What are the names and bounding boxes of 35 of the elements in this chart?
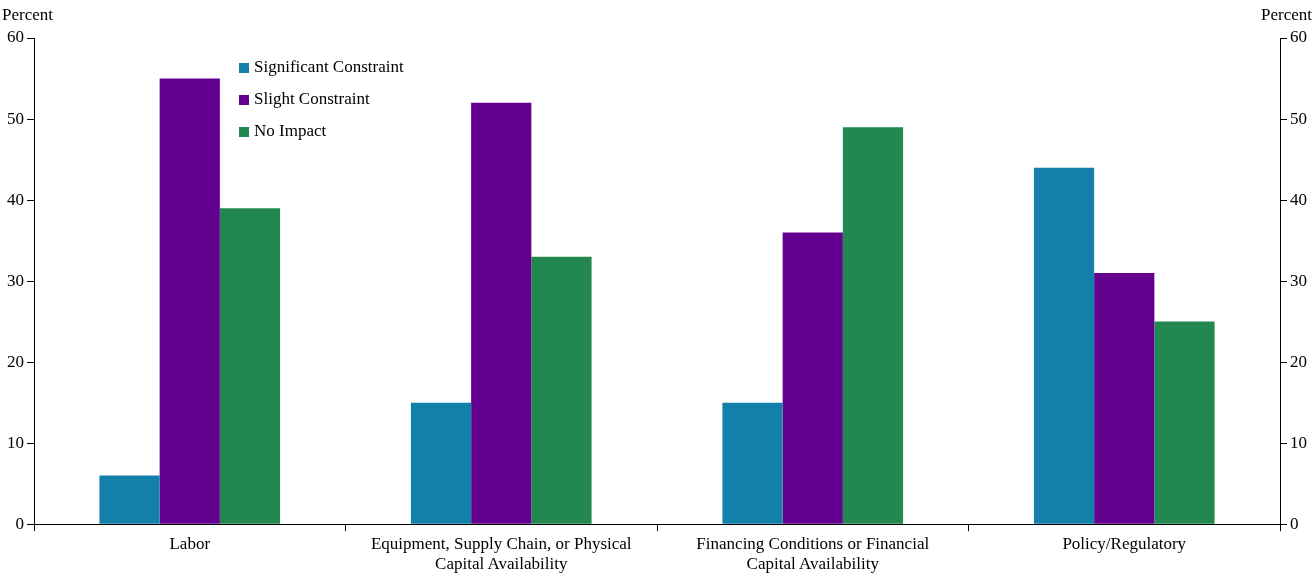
bar <box>99 475 160 524</box>
x-tick-label: Policy/Regulatory <box>1062 533 1187 553</box>
bar <box>471 102 532 524</box>
y2-tick-label: 20 <box>1290 351 1307 371</box>
bar <box>722 402 783 524</box>
y2-tick-label: 50 <box>1290 108 1307 128</box>
bar <box>842 127 904 524</box>
y-tick-label: 40 <box>7 189 24 209</box>
y-tick-label: 20 <box>7 351 24 371</box>
y2-tick-label: 40 <box>1290 189 1307 209</box>
bar <box>219 208 281 524</box>
y-tick-label: 50 <box>7 108 24 128</box>
bar <box>1154 321 1215 524</box>
y-tick-label: 30 <box>7 270 24 290</box>
y2-tick-label: 30 <box>1290 270 1307 290</box>
y-tick-label: 60 <box>7 27 24 47</box>
x-tick-label: Financing Conditions or Financial Capital Availability <box>696 533 930 574</box>
bar <box>1094 273 1155 524</box>
legend-label: Slight Constraint <box>254 89 370 109</box>
x-tick-label: Labor <box>169 533 211 553</box>
y2-tick-label: 60 <box>1290 27 1307 47</box>
bar <box>1033 167 1095 524</box>
y-tick-label: 0 <box>15 513 24 533</box>
y2-tick-label: 0 <box>1290 513 1299 533</box>
legend-label: No Impact <box>254 121 327 141</box>
bar <box>410 402 472 524</box>
bar <box>159 78 220 524</box>
y-axis-title: Percent <box>2 4 54 24</box>
x-tick-label: Equipment, Supply Chain, or Physical Capital Availability <box>370 533 632 574</box>
bar <box>531 256 592 524</box>
y2-tick-label: 10 <box>1290 432 1307 452</box>
y2-axis-title: Percent <box>1261 4 1313 24</box>
bar <box>782 232 843 524</box>
legend-label: Significant Constraint <box>254 57 404 77</box>
y-tick-label: 10 <box>7 432 24 452</box>
